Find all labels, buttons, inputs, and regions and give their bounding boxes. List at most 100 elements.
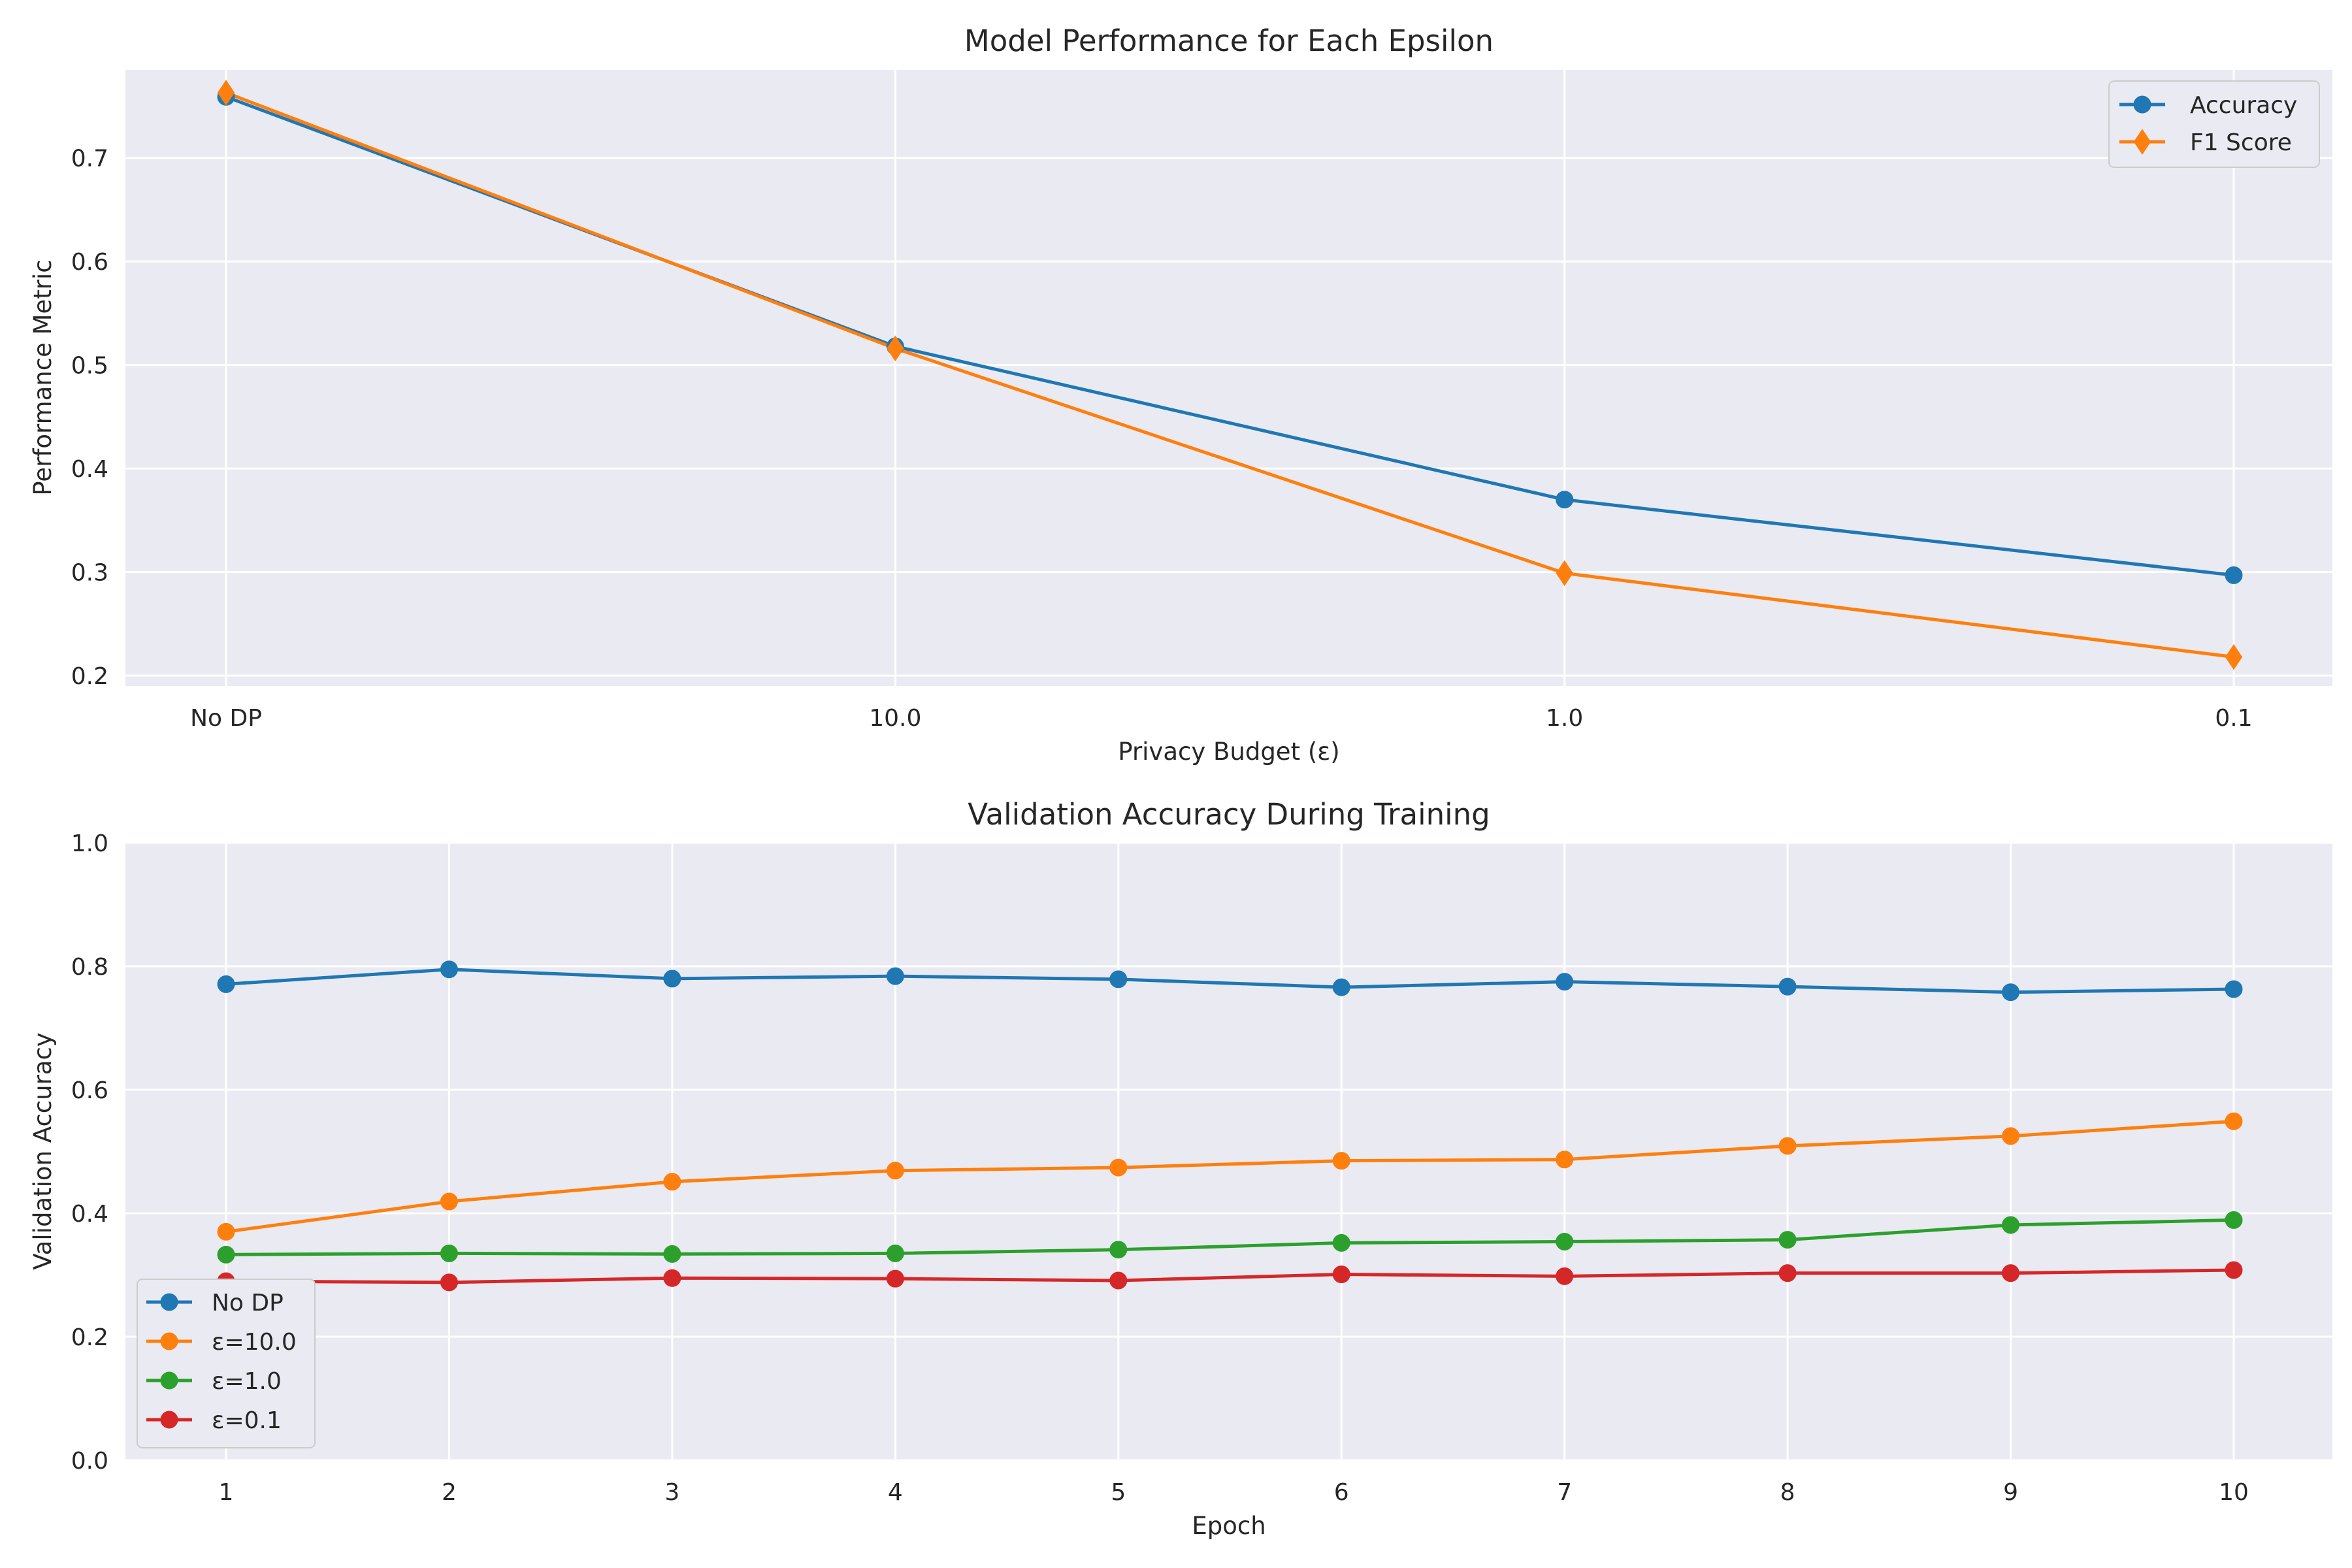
data-point-eps-10-0 — [1556, 1151, 1574, 1169]
legend-box-validation — [137, 1279, 316, 1448]
data-point-accuracy — [1556, 491, 1574, 509]
legend-marker-accuracy — [2133, 95, 2151, 114]
y-tick-label: 0.5 — [71, 353, 108, 380]
data-point-no-dp — [2225, 980, 2243, 998]
legend-label-eps-0-1: ε=0.1 — [212, 1407, 282, 1434]
y-tick-label: 0.6 — [71, 249, 108, 276]
data-point-eps-0-1 — [440, 1273, 458, 1292]
data-point-eps-0-1 — [1778, 1264, 1797, 1282]
x-tick-label-8: 8 — [1780, 1479, 1795, 1506]
data-point-eps-1-0 — [663, 1245, 681, 1263]
data-point-eps-10-0 — [886, 1162, 904, 1180]
data-point-eps-0-1 — [1556, 1267, 1574, 1285]
data-point-eps-1-0 — [2002, 1216, 2020, 1234]
data-point-eps-0-1 — [1332, 1266, 1350, 1284]
gridlines-validation — [125, 841, 2332, 1462]
y-tick-label: 0.7 — [71, 146, 108, 172]
y-axis-label-performance: Performance Metric — [29, 259, 57, 495]
x-tick-label-2: 2 — [442, 1479, 457, 1506]
x-tick-label-10-0: 10.0 — [869, 705, 921, 732]
series-lines-performance — [224, 91, 2236, 659]
x-tick-label-5: 5 — [1111, 1479, 1126, 1506]
legend-label-f1-score: F1 Score — [2190, 129, 2292, 156]
data-point-eps-10-0 — [2225, 1112, 2243, 1130]
data-point-eps-1-0 — [1109, 1241, 1128, 1259]
data-point-no-dp — [663, 970, 681, 988]
y-axis-label-validation: Validation Accuracy — [29, 1032, 57, 1269]
series-markers-validation — [217, 960, 2243, 1292]
legend-entries-validation: No DP ε=10.0 ε=1.0 ε=0.1 — [146, 1290, 297, 1434]
x-tick-label-3: 3 — [664, 1479, 679, 1506]
legend-marker-eps-1-0 — [160, 1371, 178, 1390]
data-point-eps-1-0 — [1332, 1233, 1350, 1252]
data-point-no-dp — [1778, 977, 1797, 996]
data-point-eps-10-0 — [663, 1173, 681, 1191]
x-tick-label-9: 9 — [2003, 1479, 2018, 1506]
data-point-f1-score — [887, 335, 904, 362]
data-point-no-dp — [1556, 973, 1574, 991]
y-tick-labels-validation: 0.0 0.2 0.4 0.6 0.8 1.0 — [71, 830, 108, 1475]
legend-box-performance — [2108, 80, 2320, 168]
series-line-no-dp — [224, 968, 2236, 994]
legend-label-accuracy: Accuracy — [2190, 92, 2297, 119]
y-tick-labels-performance: 0.2 0.3 0.4 0.5 0.6 0.7 — [71, 146, 108, 690]
x-axis-label-validation: Epoch — [1192, 1512, 1266, 1540]
x-tick-labels-validation: 1 2 3 4 5 6 7 8 9 10 — [219, 1479, 2249, 1506]
y-tick-label: 0.2 — [71, 1324, 108, 1351]
legend-marker-f1-score — [2133, 129, 2151, 155]
data-point-eps-10-0 — [217, 1222, 235, 1241]
data-point-eps-0-1 — [886, 1269, 904, 1288]
data-point-eps-0-1 — [2225, 1261, 2243, 1279]
data-point-eps-10-0 — [1778, 1137, 1797, 1155]
x-tick-label-10: 10 — [2219, 1479, 2249, 1506]
legend-label-eps-1-0: ε=1.0 — [212, 1368, 282, 1395]
y-tick-label: 0.2 — [71, 663, 108, 690]
performance-chart: No DP 10.0 1.0 0.1 0.2 0.3 0.4 0.5 0.6 0.7 Model… — [29, 24, 2332, 766]
series-lines-validation — [224, 968, 2236, 1284]
series-line-f1-score — [224, 91, 2236, 659]
x-tick-label-6: 6 — [1334, 1479, 1349, 1506]
series-markers-performance — [217, 80, 2243, 670]
gridlines-performance — [125, 70, 2332, 686]
chart-title-performance: Model Performance for Each Epsilon — [964, 24, 1494, 58]
data-point-eps-10-0 — [1109, 1158, 1128, 1177]
chart-title-validation: Validation Accuracy During Training — [968, 797, 1490, 832]
data-point-eps-0-1 — [663, 1269, 681, 1287]
x-axis-label-performance: Privacy Budget (ε) — [1118, 738, 1339, 766]
legend-marker-eps-0-1 — [160, 1411, 178, 1429]
legend-label-no-dp: No DP — [212, 1290, 284, 1316]
x-tick-label-no-dp: No DP — [190, 705, 262, 732]
legend-label-eps-10-0: ε=10.0 — [212, 1329, 297, 1356]
data-point-eps-0-1 — [2002, 1264, 2020, 1282]
y-tick-label: 0.4 — [71, 456, 108, 483]
legend-marker-no-dp — [160, 1293, 178, 1311]
x-tick-label-7: 7 — [1557, 1479, 1572, 1506]
plot-area-validation — [125, 843, 2332, 1460]
y-tick-label: 0.6 — [71, 1077, 108, 1104]
y-tick-label: 0.8 — [71, 954, 108, 981]
x-tick-label-1: 1 — [219, 1479, 234, 1506]
legend-performance: Accuracy F1 Score — [2108, 80, 2320, 168]
data-point-accuracy — [2225, 566, 2243, 584]
data-point-eps-1-0 — [2225, 1211, 2243, 1229]
data-point-no-dp — [440, 960, 458, 979]
data-point-eps-1-0 — [440, 1244, 458, 1262]
data-point-f1-score — [2225, 644, 2243, 670]
series-line-eps-1-0 — [224, 1218, 2236, 1256]
y-tick-label: 0.3 — [71, 560, 108, 587]
data-point-eps-10-0 — [1332, 1152, 1350, 1170]
data-point-f1-score — [1556, 560, 1573, 587]
legend-validation: No DP ε=10.0 ε=1.0 ε=0.1 — [137, 1279, 316, 1448]
data-point-eps-1-0 — [886, 1244, 904, 1262]
legend-marker-eps-10-0 — [160, 1332, 178, 1350]
x-tick-labels-performance: No DP 10.0 1.0 0.1 — [190, 705, 2253, 732]
data-point-f1-score — [217, 80, 235, 106]
data-point-no-dp — [1109, 970, 1128, 988]
data-point-no-dp — [2002, 983, 2020, 1002]
series-line-eps-0-1 — [224, 1268, 2236, 1284]
series-line-eps-10-0 — [224, 1119, 2236, 1233]
data-point-no-dp — [217, 975, 235, 993]
x-tick-label-4: 4 — [888, 1479, 903, 1506]
y-tick-label: 0.4 — [71, 1201, 108, 1228]
